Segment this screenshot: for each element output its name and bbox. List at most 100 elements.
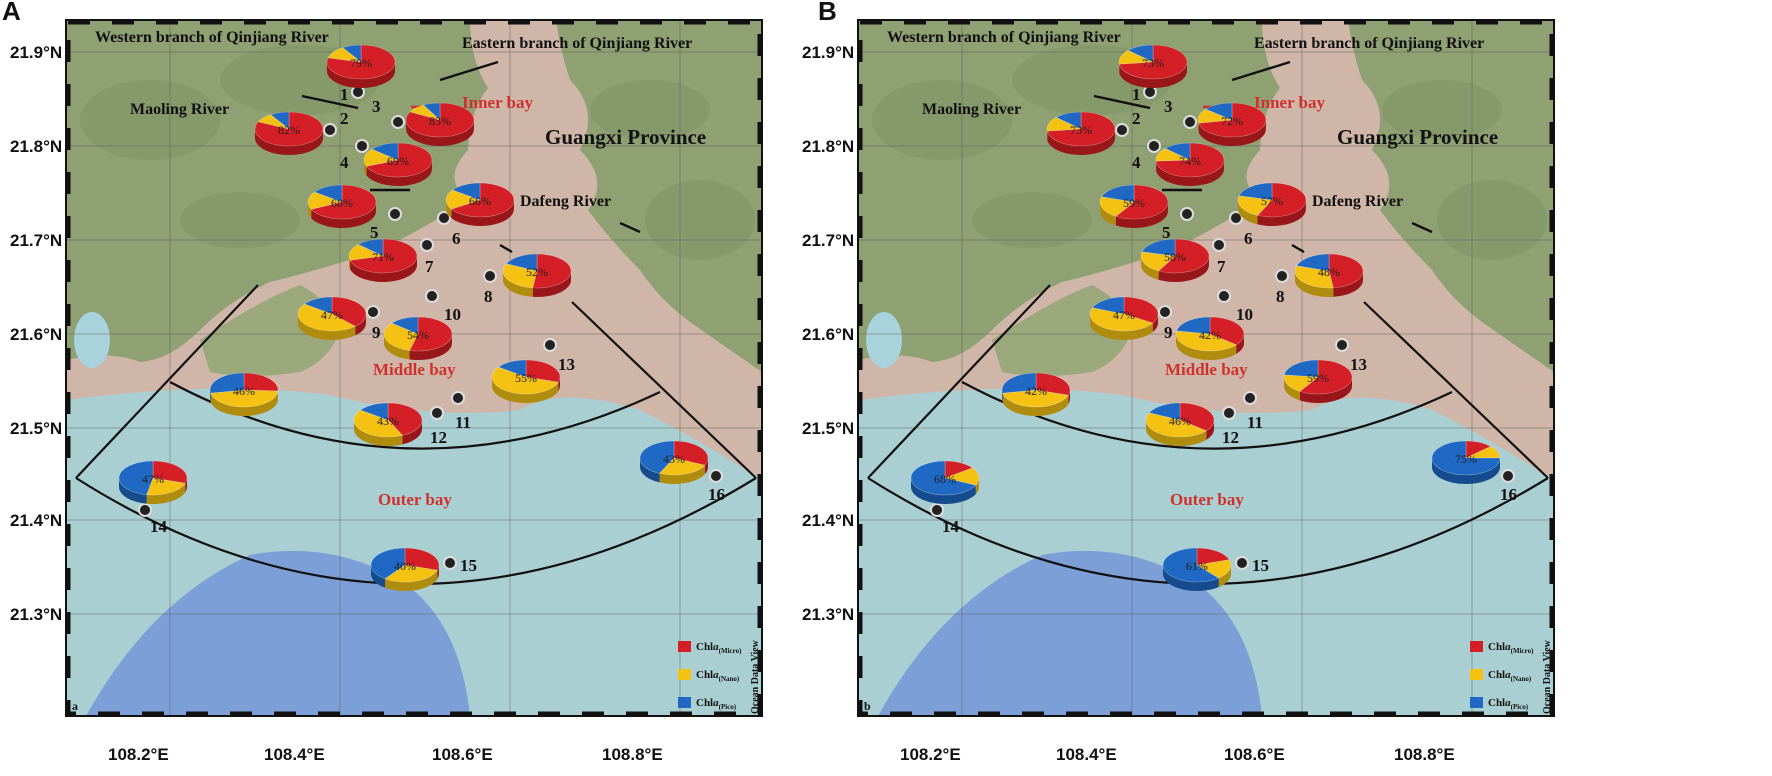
pie-station-7: 58% xyxy=(1140,238,1210,282)
pie-slice-nano xyxy=(1118,50,1154,65)
station-marker xyxy=(443,556,457,570)
y-axis-tick-label: 21.6°N xyxy=(802,325,854,344)
pie-percent-label: 54% xyxy=(407,328,429,342)
pie-percent-label: 43% xyxy=(663,452,685,466)
pie-slice-nano xyxy=(383,322,419,351)
station-marker xyxy=(1229,211,1243,225)
pie-side-pico xyxy=(1163,565,1219,592)
station-number: 14 xyxy=(150,517,168,536)
station-marker xyxy=(1217,289,1231,303)
pie-slice-pico xyxy=(303,296,333,315)
pie-slice-nano xyxy=(1145,412,1207,438)
pie-side-micro xyxy=(1198,120,1266,147)
pie-slice-nano xyxy=(1099,196,1135,217)
pie-side-nano xyxy=(1141,256,1159,280)
station-number: 2 xyxy=(340,109,349,128)
pie-station-4: 74% xyxy=(1155,142,1225,187)
pie-slice-micro xyxy=(532,253,572,289)
pie-slice-pico xyxy=(451,182,481,201)
pie-percent-label: 71% xyxy=(372,250,394,264)
pie-slice-micro xyxy=(387,402,423,436)
pie-percent-label: 73% xyxy=(1070,123,1092,137)
pie-slice-nano xyxy=(348,244,385,261)
legend-swatch-nano xyxy=(1470,669,1483,680)
label-maoling-river: Maoling River xyxy=(922,101,1021,118)
pie-percent-label: 47% xyxy=(1113,308,1135,322)
legend-swatch-micro xyxy=(678,641,691,652)
pie-side-micro xyxy=(1156,160,1224,187)
pie-slice-micro xyxy=(409,316,453,352)
pie-side-micro xyxy=(1333,271,1363,297)
y-axis-tick-label: 21.5°N xyxy=(802,419,854,438)
station-marker xyxy=(1115,123,1129,137)
pie-percent-label: 74% xyxy=(1179,154,1201,168)
map-frame-ticks xyxy=(65,19,763,717)
station-marker xyxy=(1212,238,1226,252)
y-axis-tick-label: 21.8°N xyxy=(802,137,854,156)
pie-slice-nano xyxy=(353,409,404,438)
pie-side-micro xyxy=(366,160,432,186)
station-marker xyxy=(483,269,497,283)
river-pointer-line xyxy=(1291,243,1305,254)
pie-side-nano xyxy=(354,420,403,446)
pie-slice-micro xyxy=(405,102,475,138)
y-axis-tick-label: 21.3°N xyxy=(802,605,854,624)
pie-side-pico xyxy=(640,458,660,483)
pie-station-8: 52% xyxy=(502,253,572,297)
pie-slice-nano xyxy=(297,303,356,332)
pie-station-9: 47% xyxy=(1089,296,1159,340)
pie-slice-pico xyxy=(371,142,399,161)
land-contour xyxy=(590,80,710,140)
station-number: 4 xyxy=(1132,153,1141,172)
pie-side-micro xyxy=(350,256,417,282)
legend-label-pico: Chla(Pico) xyxy=(696,697,737,711)
pie-slice-nano xyxy=(1197,108,1233,124)
pie-station-15: 61% xyxy=(1162,547,1232,592)
pie-slice-micro xyxy=(1209,316,1245,346)
station-marker xyxy=(1147,139,1161,153)
pie-side-nano xyxy=(1198,120,1199,133)
river-pointer-line xyxy=(1411,221,1433,234)
pie-slice-pico xyxy=(1176,316,1211,335)
pie-slice-micro xyxy=(331,296,367,327)
pie-slice-nano xyxy=(445,189,481,210)
legend-swatch-pico xyxy=(678,697,691,708)
x-axis-tick-label: 108.8°E xyxy=(602,745,663,764)
station-marker xyxy=(323,123,337,137)
pie-side-nano xyxy=(975,478,979,495)
pie-slice-micro xyxy=(1155,142,1225,178)
label-outer-bay: Outer bay xyxy=(1170,490,1244,509)
pie-station-5: 59% xyxy=(1099,184,1169,228)
pie-slice-nano xyxy=(409,104,441,121)
pie-slice-pico xyxy=(118,460,154,496)
y-axis-tick-label: 21.7°N xyxy=(802,231,854,250)
pie-slice-micro xyxy=(1046,111,1116,147)
legend-swatch-nano xyxy=(678,669,691,680)
pie-slice-nano xyxy=(491,366,559,395)
pie-station-4: 69% xyxy=(363,142,433,186)
pie-station-6: 57% xyxy=(1237,182,1307,227)
y-axis-tick-label: 21.8°N xyxy=(10,137,62,156)
station-marker xyxy=(391,115,405,129)
pie-percent-label: 47% xyxy=(321,308,343,322)
legend-swatch-pico xyxy=(1470,697,1483,708)
pie-slice-pico xyxy=(423,102,441,121)
station-number: 15 xyxy=(460,556,477,575)
pie-station-16: 43% xyxy=(639,440,709,484)
pie-slice-micro xyxy=(243,372,279,392)
station-number: 8 xyxy=(484,287,493,306)
station-number: 13 xyxy=(1350,355,1367,374)
pie-slice-nano xyxy=(1175,330,1237,352)
pie-slice-nano xyxy=(658,457,706,476)
station-number: 9 xyxy=(1164,323,1173,342)
pie-slice-pico xyxy=(497,359,527,378)
pie-slice-micro xyxy=(1196,547,1230,566)
station-marker xyxy=(451,391,465,405)
river-pointer-line xyxy=(499,243,513,254)
label-dafeng-river: Dafeng River xyxy=(520,193,611,210)
label-inner-bay: Inner bay xyxy=(1254,93,1326,112)
sector-line-east xyxy=(571,301,757,479)
panel-corner-letter: a xyxy=(72,699,78,713)
pie-station-13: 59% xyxy=(1283,359,1353,403)
pie-slice-micro xyxy=(1328,253,1364,289)
